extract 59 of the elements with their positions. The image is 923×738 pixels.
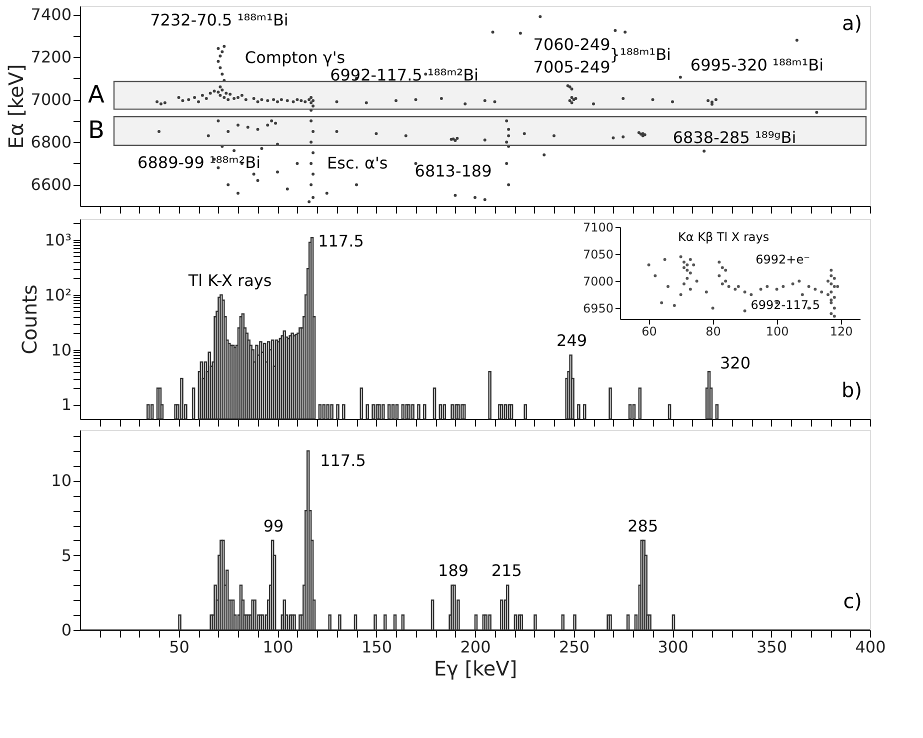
- annotation: 6813-189: [414, 161, 492, 180]
- y-tick-label: 7000: [30, 90, 72, 110]
- annotation: 6992-117.5: [750, 298, 820, 312]
- y-tick-label: 6600: [30, 175, 72, 194]
- x-tick-label: 80: [706, 324, 721, 338]
- x-tick-label: 400: [855, 638, 886, 656]
- annotation: 189: [438, 561, 469, 580]
- annotation: Esc. α's: [327, 153, 388, 172]
- y-tick-label: 10: [51, 340, 72, 360]
- annotation: Compton γ's: [244, 48, 346, 67]
- annotation: 6995-320 ¹⁸⁸ᵐ¹Bi: [690, 56, 824, 75]
- annotation: a): [842, 11, 862, 35]
- x-tick-label: 250: [558, 638, 590, 656]
- x-tick-label: 60: [642, 324, 657, 338]
- y-tick-label: 7200: [30, 48, 72, 67]
- y-tick-label: 6800: [30, 132, 72, 152]
- x-tick-label: 100: [766, 324, 789, 338]
- x-tick-label: 120: [830, 324, 853, 338]
- y-axis-title: Eα [keV]: [4, 64, 28, 149]
- x-tick-label: 200: [460, 638, 491, 656]
- annotation: 117.5: [320, 450, 366, 470]
- annotation: b): [842, 378, 862, 402]
- annotation: 285: [628, 516, 658, 536]
- annotation: 6838-285 ¹⁸⁹ᵍBi: [672, 128, 796, 148]
- annotation: 117.5: [318, 232, 364, 251]
- annotation: c): [843, 589, 862, 613]
- y-tick-label: 7400: [30, 5, 72, 24]
- annotation: }¹⁸⁸ᵐ¹Bi: [610, 44, 672, 64]
- y-axis-title: Counts: [18, 284, 42, 354]
- annotation: 6992-117.5 ¹⁸⁸ᵐ²Bi: [330, 65, 478, 84]
- band-label: B: [88, 116, 104, 144]
- annotation: 249: [556, 331, 588, 350]
- x-tick-label: 350: [756, 638, 788, 656]
- y-tick-label: 7100: [582, 220, 614, 234]
- annotation: 99: [263, 516, 284, 536]
- annotation: Tl K-X rays: [187, 271, 272, 290]
- y-tick-label: 5: [61, 546, 72, 565]
- x-tick-label: 50: [169, 638, 190, 656]
- y-tick-label: 10³: [44, 230, 72, 250]
- annotation: 7060-249: [533, 34, 610, 54]
- x-tick-label: 150: [361, 638, 392, 656]
- annotation: 320: [720, 354, 751, 373]
- x-tick-label: 300: [658, 638, 688, 656]
- y-tick-label: 10: [51, 471, 72, 490]
- band-label: A: [88, 80, 105, 108]
- y-tick-label: 6950: [582, 302, 614, 316]
- y-tick-label: 7000: [582, 274, 614, 289]
- annotation: 6992+e⁻: [756, 252, 810, 267]
- x-tick-label: 100: [262, 638, 294, 656]
- annotation: 7232-70.5 ¹⁸⁸ᵐ¹Bi: [150, 10, 288, 30]
- y-tick-label: 0: [61, 620, 72, 640]
- annotation: 6889-99 ¹⁸⁸ᵐ²Bi: [138, 153, 261, 172]
- y-tick-label: 1: [61, 395, 72, 414]
- y-tick-label: 7050: [582, 248, 614, 262]
- x-axis-title: Eγ [keV]: [434, 656, 518, 680]
- annotation: Kα Kβ Tl X rays: [678, 230, 770, 244]
- y-tick-label: 10²: [44, 285, 72, 304]
- annotation: 215: [491, 561, 522, 580]
- annotation: 7005-249: [533, 58, 610, 77]
